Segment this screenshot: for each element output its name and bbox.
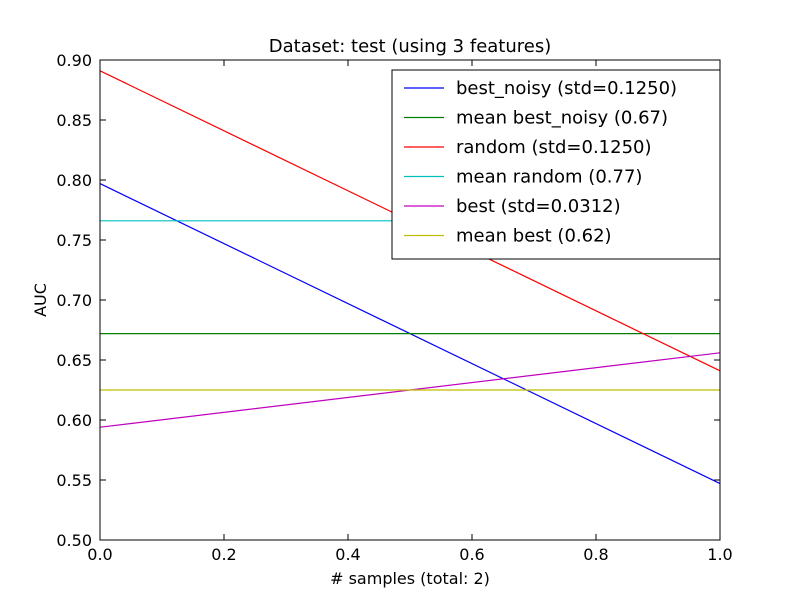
x-tick-label: 0.8 bbox=[583, 545, 608, 564]
y-axis: 0.50 0.55 0.60 0.65 0.70 0.75 0.80 0.85 0.90 bbox=[56, 51, 720, 550]
x-tick-label: 0.2 bbox=[211, 545, 236, 564]
legend-label: random (std=0.1250) bbox=[456, 137, 652, 158]
x-tick-label: 0.0 bbox=[87, 545, 112, 564]
y-axis-title: AUC bbox=[31, 283, 50, 317]
legend-label: best_noisy (std=0.1250) bbox=[456, 78, 677, 99]
y-tick-label: 0.65 bbox=[56, 351, 92, 370]
y-tick-label: 0.50 bbox=[56, 531, 92, 550]
legend-label: mean random (0.77) bbox=[456, 167, 642, 188]
y-tick-label: 0.60 bbox=[56, 411, 92, 430]
y-tick-label: 0.85 bbox=[56, 111, 92, 130]
x-axis: 0.0 0.2 0.4 0.6 0.8 1.0 bbox=[87, 60, 733, 564]
y-tick-label: 0.75 bbox=[56, 231, 92, 250]
y-tick-label: 0.80 bbox=[56, 171, 92, 190]
y-tick-label: 0.70 bbox=[56, 291, 92, 310]
x-tick-label: 1.0 bbox=[707, 545, 732, 564]
legend-box bbox=[391, 69, 721, 260]
legend: best_noisy (std=0.1250) mean best_noisy (… bbox=[391, 69, 721, 260]
legend-label: mean best_noisy (0.67) bbox=[456, 108, 668, 129]
x-tick-label: 0.6 bbox=[459, 545, 484, 564]
legend-label: best (std=0.0312) bbox=[456, 196, 621, 217]
y-tick-label: 0.55 bbox=[56, 471, 92, 490]
x-axis-title: # samples (total: 2) bbox=[330, 569, 490, 588]
chart-title: Dataset: test (using 3 features) bbox=[269, 36, 552, 57]
y-tick-label: 0.90 bbox=[56, 51, 92, 70]
legend-label: mean best (0.62) bbox=[456, 226, 612, 247]
x-tick-label: 0.4 bbox=[335, 545, 360, 564]
